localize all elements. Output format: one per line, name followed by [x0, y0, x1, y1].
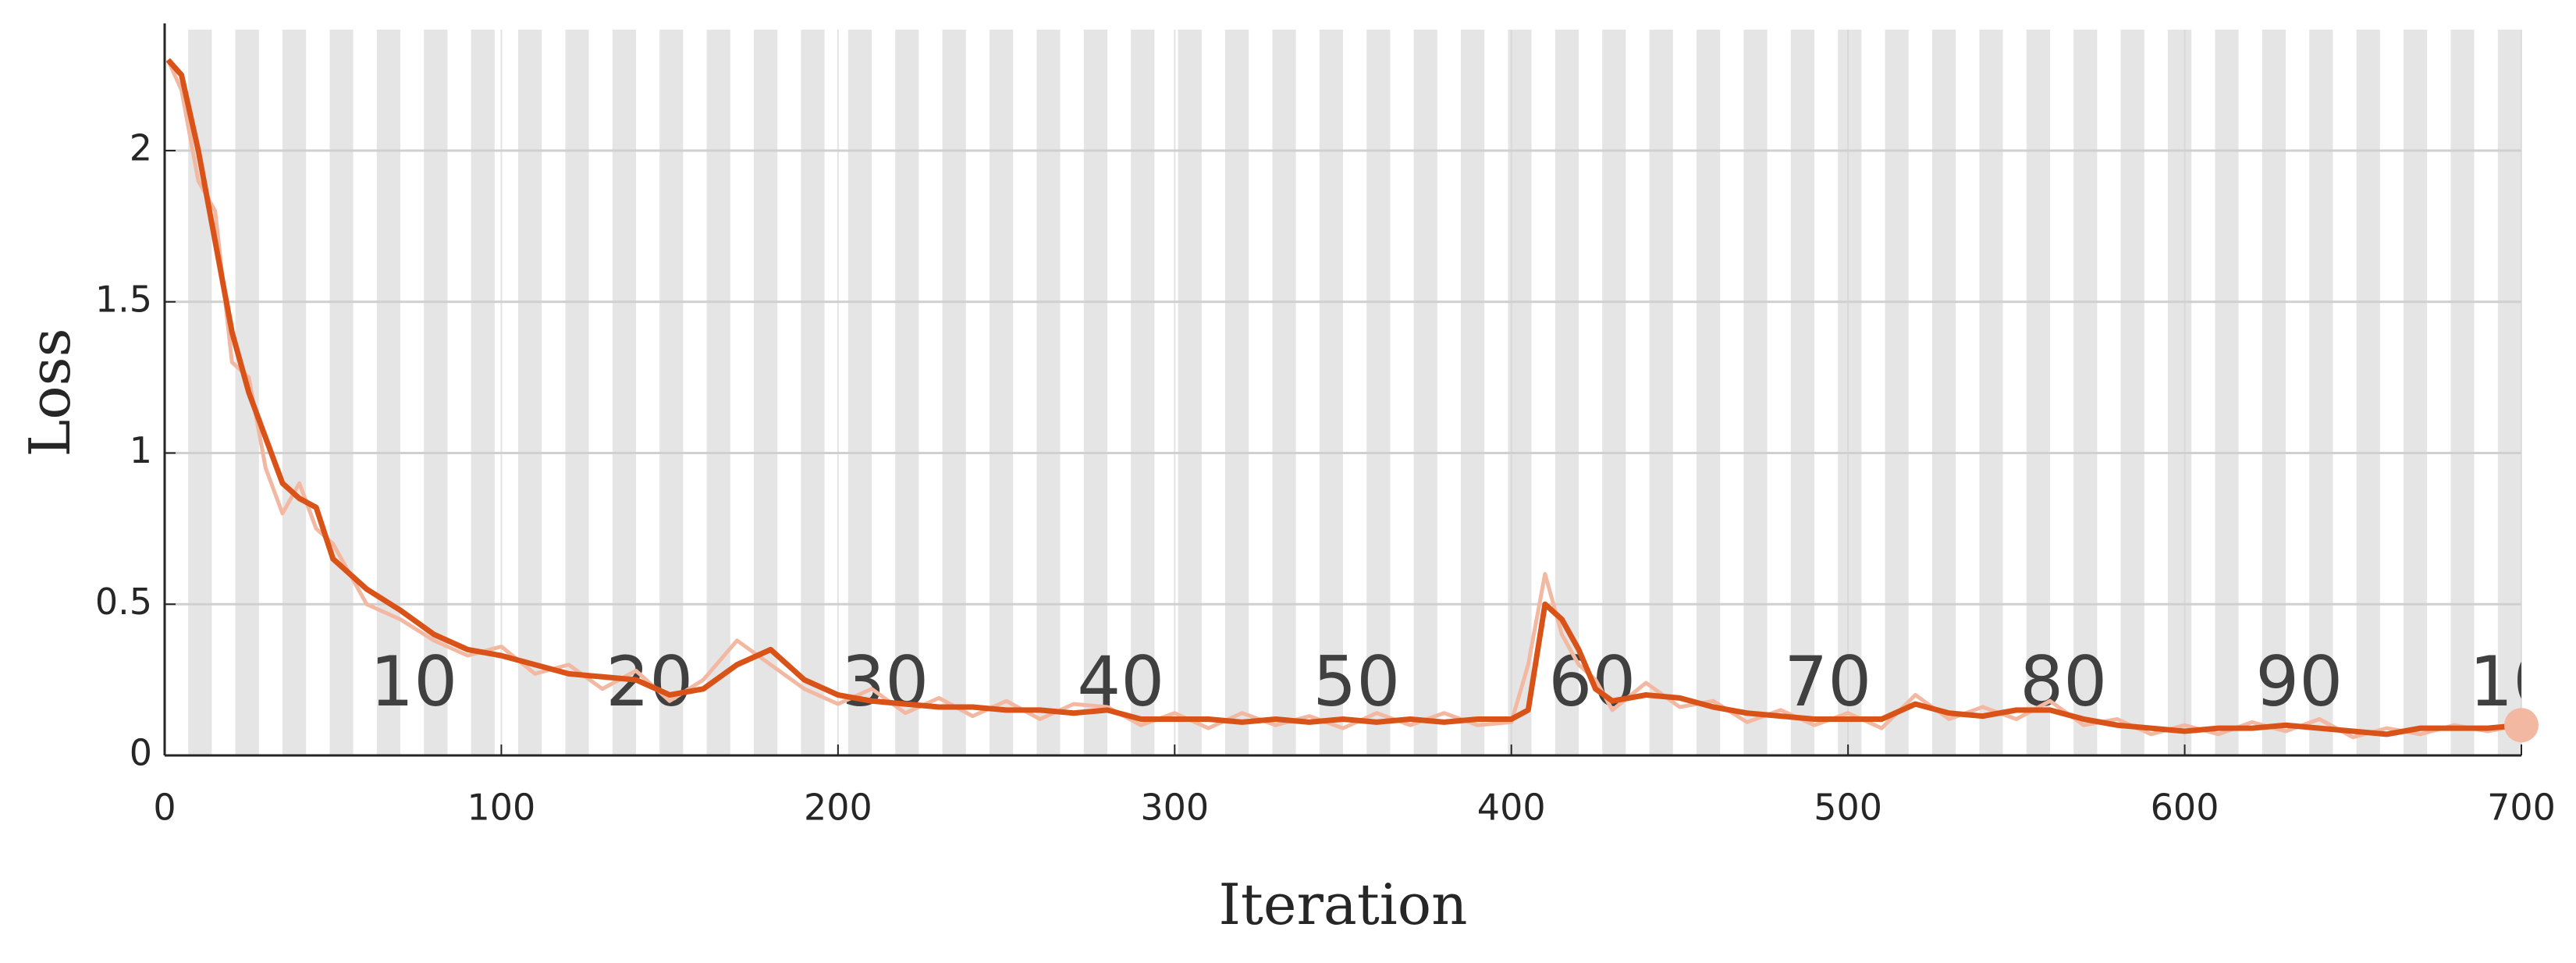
epoch-band	[706, 30, 730, 755]
epoch-band	[2215, 30, 2239, 755]
epoch-label: 50	[1313, 641, 1400, 722]
y-tick-label: 1.5	[95, 278, 152, 320]
epoch-label: 100	[2469, 641, 2576, 722]
epoch-band	[1413, 30, 1437, 755]
epoch-label: 40	[1077, 641, 1164, 722]
y-tick-label: 2	[130, 127, 152, 169]
epoch-band	[754, 30, 778, 755]
epoch-label: 10	[370, 641, 457, 722]
epoch-band	[471, 30, 495, 755]
x-tick-label: 500	[1814, 787, 1882, 829]
loss-line	[165, 58, 2521, 737]
epoch-band	[2356, 30, 2380, 755]
epoch-band	[1036, 30, 1061, 755]
x-tick-label: 100	[467, 787, 536, 829]
epoch-band	[329, 30, 354, 755]
epoch-band	[518, 30, 542, 755]
epoch-band	[1743, 30, 1768, 755]
y-tick-label: 0.5	[95, 581, 152, 623]
epoch-band	[282, 30, 307, 755]
epoch-band	[2120, 30, 2144, 755]
epoch-band	[1272, 30, 1296, 755]
epoch-band	[1461, 30, 1485, 755]
epoch-band	[1225, 30, 1249, 755]
epoch-band	[990, 30, 1014, 755]
axes: 0 0.5 1 1.5 2 0 100 200 300 400 500 600 700	[95, 23, 2556, 829]
x-axis-title: Iteration	[1218, 872, 1467, 937]
x-tick-label: 300	[1140, 787, 1209, 829]
epoch-band	[1979, 30, 2003, 755]
x-tick-label: 0	[153, 787, 176, 829]
epoch-band	[1178, 30, 1202, 755]
y-axis-title: Loss	[17, 328, 83, 457]
epoch-band	[1885, 30, 1909, 755]
x-tick-label: 400	[1477, 787, 1546, 829]
loss-line	[166, 59, 2521, 740]
epoch-band	[801, 30, 825, 755]
epoch-band	[1932, 30, 1956, 755]
epoch-band	[565, 30, 589, 755]
epoch-band	[2168, 30, 2192, 755]
epoch-band	[1697, 30, 1721, 755]
epoch-band	[942, 30, 966, 755]
lines	[165, 58, 2521, 740]
epoch-label: 70	[1784, 641, 1871, 722]
y-tick-label: 1	[130, 429, 152, 471]
x-tick-label: 200	[804, 787, 872, 829]
last-point	[2504, 708, 2539, 743]
epoch-band	[1649, 30, 1673, 755]
epoch-label: 90	[2255, 641, 2343, 722]
y-tick-label: 0	[130, 732, 152, 774]
x-tick-label: 700	[2487, 787, 2556, 829]
epoch-band	[2404, 30, 2428, 755]
x-tick-label: 600	[2151, 787, 2219, 829]
